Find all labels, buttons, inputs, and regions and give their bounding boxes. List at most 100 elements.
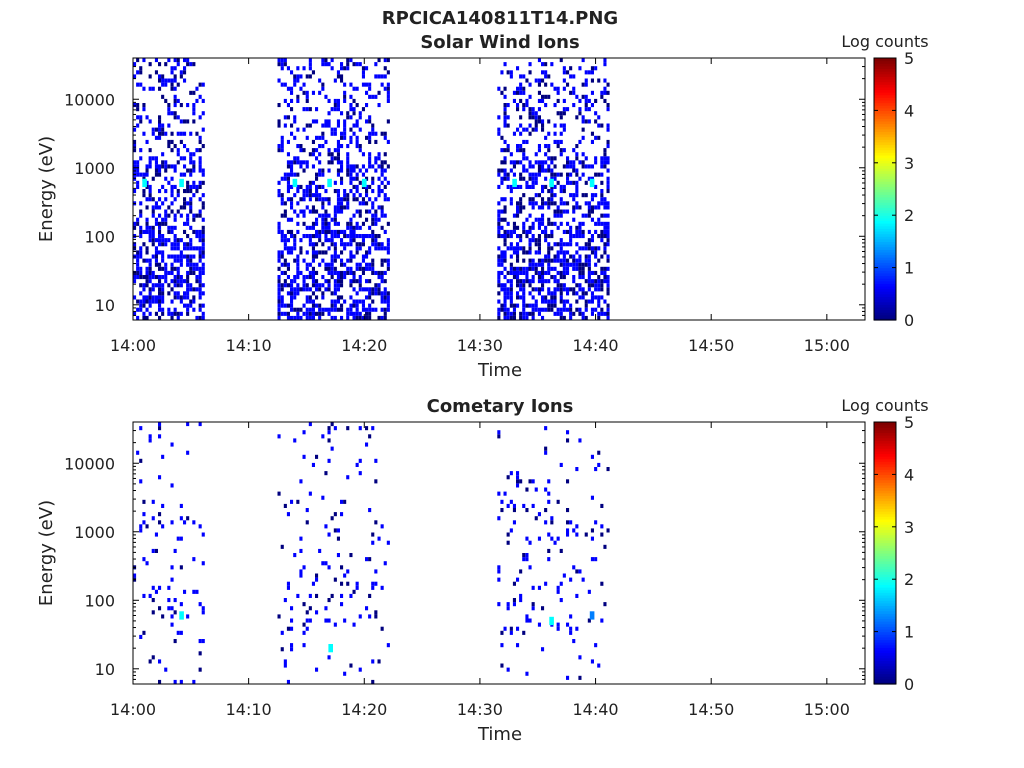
heatmap-cell <box>352 213 356 218</box>
heatmap-cell <box>340 135 344 140</box>
heatmap-cell <box>516 295 520 300</box>
heatmap-cell <box>380 242 384 247</box>
heatmap-cell <box>569 172 573 177</box>
heatmap-cell <box>368 139 372 144</box>
colorbar-segment <box>874 270 896 274</box>
heatmap-cell <box>154 58 158 63</box>
heatmap-cell <box>336 189 340 194</box>
heatmap-cell <box>308 58 312 63</box>
heatmap-cell <box>503 139 507 144</box>
heatmap-cell <box>355 266 359 271</box>
heatmap-cell <box>324 213 328 218</box>
heatmap-cell <box>176 189 180 194</box>
heatmap-cell <box>365 201 369 206</box>
heatmap-cell <box>352 279 356 284</box>
heatmap-cell <box>550 299 554 304</box>
heatmap-cell <box>503 156 507 161</box>
heatmap-cell <box>534 303 538 308</box>
heatmap-cell <box>158 229 162 234</box>
heatmap-cell <box>368 225 372 230</box>
heatmap-cell <box>534 299 538 304</box>
heatmap-cell <box>578 176 582 181</box>
heatmap-cell <box>566 262 570 267</box>
heatmap-cell <box>170 315 174 320</box>
heatmap-cell <box>600 94 604 99</box>
heatmap-cell <box>192 557 196 562</box>
heatmap-cell <box>186 242 190 247</box>
heatmap-cell <box>355 172 359 177</box>
heatmap-cell <box>308 123 312 128</box>
heatmap-cell <box>280 250 284 255</box>
colorbar-segment <box>874 299 896 303</box>
heatmap-cell <box>186 279 190 284</box>
colorbar-frame <box>873 57 897 321</box>
heatmap-cell <box>154 127 158 132</box>
heatmap-cell <box>380 307 384 312</box>
heatmap-cell <box>296 254 300 259</box>
heatmap-cell <box>606 144 610 149</box>
colorbar-tick-label: 2 <box>904 206 914 225</box>
colorbar-segment <box>874 479 896 483</box>
heatmap-cell <box>164 98 168 103</box>
heatmap-cell <box>333 270 337 275</box>
heatmap-cell <box>537 242 541 247</box>
heatmap-cell <box>547 499 551 504</box>
heatmap-cell <box>315 197 319 202</box>
heatmap-cell <box>600 503 604 508</box>
heatmap-cell <box>186 221 190 226</box>
heatmap-cell <box>562 258 566 263</box>
heatmap-cell <box>148 234 152 239</box>
heatmap-cell <box>377 189 381 194</box>
bright-feature-cell <box>589 178 595 188</box>
heatmap-cell <box>154 254 158 259</box>
heatmap-cell <box>173 213 177 218</box>
heatmap-cell <box>336 156 340 161</box>
heatmap-cell <box>340 270 344 275</box>
heatmap-cell <box>519 123 523 128</box>
colorbar-segment <box>874 450 896 455</box>
heatmap-cell <box>183 197 187 202</box>
heatmap-cell <box>537 160 541 165</box>
heatmap-cell <box>578 675 582 680</box>
x-axis-label: Time <box>477 724 522 745</box>
heatmap-cell <box>365 103 369 108</box>
heatmap-cell <box>581 82 585 87</box>
colorbar-segment <box>874 189 896 193</box>
heatmap-cell <box>559 548 563 553</box>
heatmap-cell <box>606 176 610 181</box>
heatmap-cell <box>343 90 347 95</box>
heatmap-cell <box>293 82 297 87</box>
heatmap-cell <box>161 127 165 132</box>
heatmap-cell <box>361 152 365 157</box>
heatmap-cell <box>170 78 174 83</box>
heatmap-cell <box>158 123 162 128</box>
heatmap-cell <box>575 234 579 239</box>
heatmap-cell <box>173 58 177 63</box>
heatmap-cell <box>572 74 576 79</box>
heatmap-cell <box>537 279 541 284</box>
heatmap-cell <box>349 180 353 185</box>
heatmap-cell <box>164 213 168 218</box>
heatmap-cell <box>534 111 538 116</box>
heatmap-cell <box>569 74 573 79</box>
heatmap-cell <box>553 279 557 284</box>
heatmap-cell <box>383 311 387 316</box>
heatmap-cell <box>133 74 137 79</box>
heatmap-cell <box>173 164 177 169</box>
heatmap-cell <box>374 238 378 243</box>
heatmap-cell <box>318 160 322 165</box>
heatmap-cell <box>290 291 294 296</box>
colorbar-segment <box>874 566 896 570</box>
heatmap-cell <box>139 528 143 533</box>
heatmap-cell <box>534 152 538 157</box>
heatmap-cell <box>355 119 359 124</box>
heatmap-cell <box>164 168 168 173</box>
heatmap-cell <box>198 148 202 153</box>
heatmap-cell <box>537 107 541 112</box>
heatmap-cell <box>377 164 381 169</box>
heatmap-cell <box>547 491 551 496</box>
heatmap-cell <box>587 279 591 284</box>
heatmap-cell <box>547 217 551 222</box>
heatmap-cell <box>336 307 340 312</box>
heatmap-cell <box>519 172 523 177</box>
